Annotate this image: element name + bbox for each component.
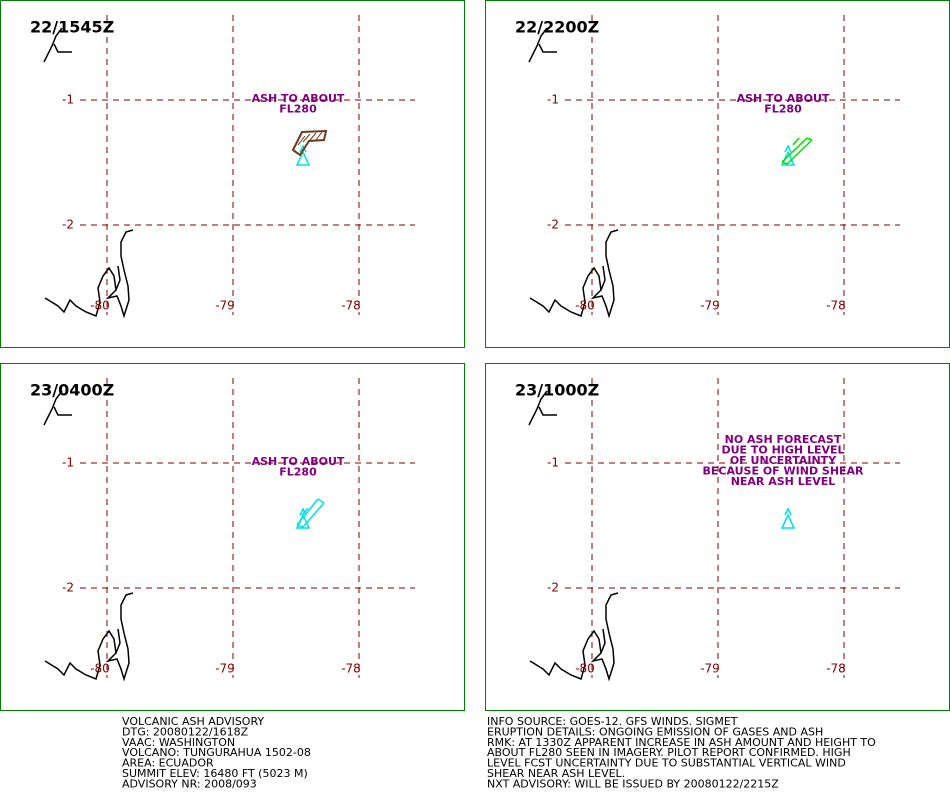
lat-label: -1 — [547, 456, 559, 470]
lon-label: -80 — [575, 662, 595, 676]
ash-area — [296, 498, 325, 528]
lat-label: -2 — [547, 218, 559, 232]
ash-annotation: BECAUSE OF WIND SHEAR — [702, 465, 864, 478]
lat-label: -2 — [547, 581, 559, 595]
valid-time: 22/2200Z — [515, 18, 599, 37]
lon-label: -79 — [215, 299, 235, 313]
volcano-symbol — [295, 144, 311, 166]
ash-annotation: NO ASH FORECAST — [725, 433, 842, 446]
advisory-line: ERUPTION DETAILS: ONGOING EMISSION OF GA… — [487, 725, 823, 738]
coastline — [529, 592, 619, 682]
coastline — [529, 229, 619, 319]
coastline — [115, 265, 121, 291]
ash-annotation: ASH TO ABOUT — [737, 92, 830, 105]
coastline — [528, 390, 548, 426]
advisory-line: AREA: ECUADOR — [122, 757, 214, 770]
coastline — [53, 43, 72, 53]
ash-annotation: ASH TO ABOUT — [252, 92, 345, 105]
ash-annotation: NEAR ASH LEVEL — [731, 475, 836, 488]
advisory-line: INFO SOURCE: GOES-12. GFS WINDS. SIGMET — [487, 715, 738, 728]
ash-annotation: FL280 — [279, 466, 317, 479]
advisory-line: VAAC: WASHINGTON — [122, 736, 235, 749]
lon-label: -78 — [826, 299, 846, 313]
coastline — [43, 27, 63, 63]
lat-label: -1 — [62, 93, 74, 107]
lon-label: -79 — [700, 299, 720, 313]
ash-annotation: FL280 — [764, 103, 802, 116]
advisory-line: ADVISORY NR: 2008/093 — [122, 777, 257, 790]
advisory-line: NXT ADVISORY: WILL BE ISSUED BY 20080122… — [487, 777, 779, 790]
lat-label: -2 — [62, 581, 74, 595]
coastline — [43, 390, 63, 426]
volcano-symbol — [780, 507, 796, 529]
coastline — [538, 43, 557, 53]
ash-annotation: DUE TO HIGH LEVEL — [721, 444, 844, 457]
coastline — [600, 265, 606, 291]
ash-annotation: FL280 — [279, 103, 317, 116]
advisory-line: SHEAR NEAR ASH LEVEL. — [487, 767, 625, 780]
advisory-line: DTG: 20080122/1618Z — [122, 725, 249, 738]
advisory-line: SUMMIT ELEV: 16480 FT (5023 M) — [122, 767, 308, 780]
map-panel: 23/1000Z -1 -2 -80 -79 -78 NO ASH FORECASTDUE … — [485, 363, 950, 711]
ash-hatch — [297, 131, 323, 146]
lon-label: -78 — [341, 299, 361, 313]
advisory-line: ABOUT FL280 SEEN IN IMAGERY. PILOT REPOR… — [487, 746, 851, 759]
lon-label: -78 — [826, 662, 846, 676]
advisory-line: RMK: AT 1330Z APPARENT INCREASE IN ASH A… — [487, 736, 876, 749]
valid-time: 23/0400Z — [30, 381, 114, 400]
lon-label: -80 — [90, 299, 110, 313]
valid-time: 22/1545Z — [30, 18, 114, 37]
lon-label: -80 — [575, 299, 595, 313]
coastline — [44, 229, 134, 319]
lat-label: -1 — [62, 456, 74, 470]
lon-label: -79 — [700, 662, 720, 676]
lon-label: -78 — [341, 662, 361, 676]
coastline — [44, 592, 134, 682]
lat-label: -1 — [547, 93, 559, 107]
valid-time: 23/1000Z — [515, 381, 599, 400]
coastline — [600, 628, 606, 654]
coastline — [115, 628, 121, 654]
ash-annotation: OF UNCERTAINTY — [730, 454, 837, 467]
ash-area — [781, 137, 813, 165]
ash-area — [291, 129, 328, 157]
ash-annotation: ASH TO ABOUT — [252, 455, 345, 468]
advisory-line: LEVEL FCST UNCERTAINTY DUE TO SUBSTANTIA… — [487, 757, 846, 770]
lon-label: -79 — [215, 662, 235, 676]
coastline — [538, 406, 557, 416]
coastline — [528, 27, 548, 63]
lat-label: -2 — [62, 218, 74, 232]
advisory-line: VOLCANO: TUNGURAHUA 1502-08 — [122, 746, 311, 759]
advisory-line: VOLCANIC ASH ADVISORY — [122, 715, 264, 728]
lon-label: -80 — [90, 662, 110, 676]
coastline — [53, 406, 72, 416]
